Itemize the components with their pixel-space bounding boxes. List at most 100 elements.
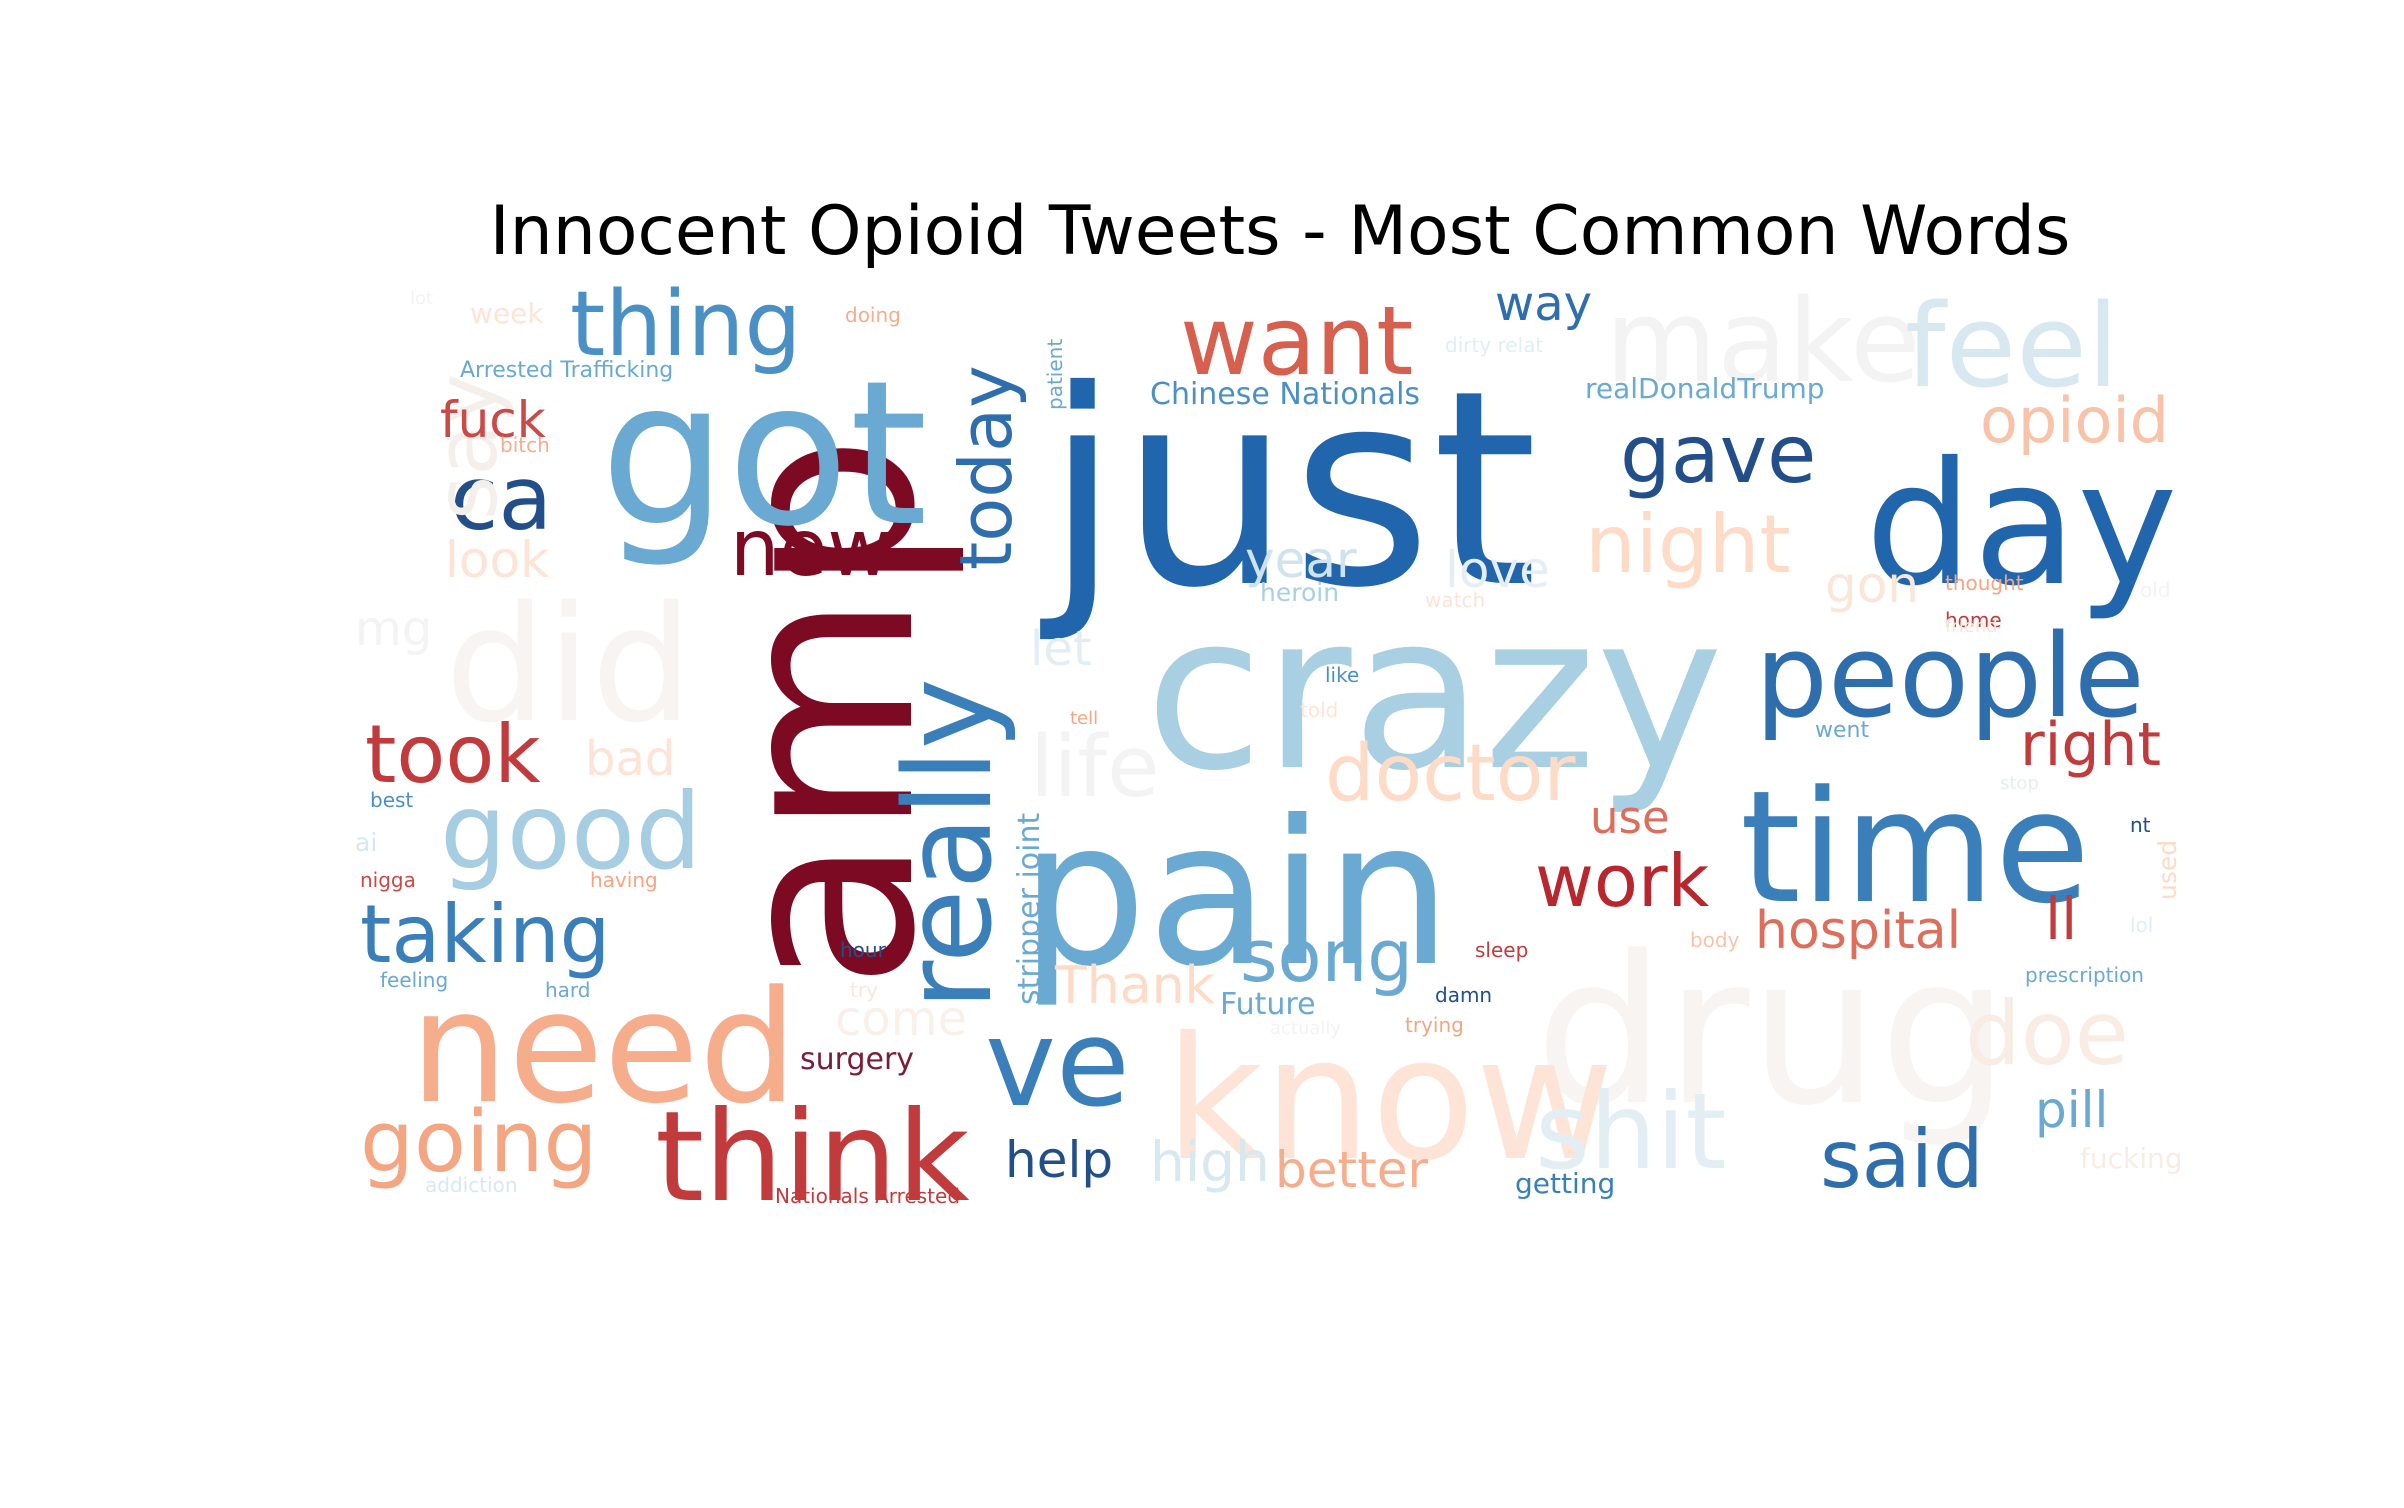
cloud-word: doing: [845, 303, 901, 327]
cloud-word: nt: [2130, 813, 2151, 837]
cloud-word: hard: [545, 978, 591, 1002]
cloud-word: work: [1535, 839, 1710, 923]
cloud-word: opioid: [1980, 384, 2170, 457]
cloud-word: surgery: [800, 1042, 915, 1077]
cloud-word: taking: [360, 888, 611, 981]
cloud-word: come: [835, 991, 968, 1047]
cloud-word: dirty relat: [1445, 333, 1544, 357]
cloud-word: tell: [1070, 708, 1099, 729]
cloud-word: like: [1325, 663, 1360, 687]
cloud-word: said: [1820, 1113, 1984, 1206]
cloud-word: watch: [1425, 588, 1486, 612]
cloud-word: actually: [1270, 1018, 1342, 1039]
cloud-word: stripper joint: [1012, 812, 1047, 1005]
cloud-word: having: [590, 868, 658, 892]
cloud-word: pain: [1020, 778, 1452, 1011]
cloud-word: patient: [1043, 338, 1067, 410]
cloud-word: doe: [1965, 982, 2129, 1085]
cloud-word: day: [1865, 426, 2178, 624]
cloud-word: really: [880, 678, 1019, 1010]
cloud-word: need: [410, 957, 798, 1138]
cloud-word: realDonaldTrump: [1585, 372, 1825, 405]
cloud-word: right: [2020, 710, 2161, 780]
cloud-word: high: [1150, 1130, 1270, 1194]
cloud-word: new: [730, 504, 892, 594]
cloud-word: bitch: [500, 433, 550, 457]
cloud-word: help: [1005, 1131, 1114, 1189]
cloud-word: Chinese Nationals: [1150, 377, 1421, 412]
cloud-word: thought: [1945, 571, 2024, 595]
cloud-word: today: [944, 365, 1028, 570]
cloud-word: sleep: [1475, 938, 1529, 962]
cloud-word: home: [1945, 608, 2002, 632]
cloud-word: good: [440, 771, 702, 893]
cloud-word: people: [1755, 610, 2145, 744]
cloud-word: going: [360, 1093, 598, 1192]
cloud-word: addiction: [425, 1173, 518, 1197]
cloud-word: stop: [2000, 773, 2039, 794]
cloud-word: want: [1180, 287, 1414, 397]
cloud-word: told: [1300, 698, 1339, 722]
cloud-word: trying: [1405, 1013, 1464, 1037]
cloud-word: Thank: [1055, 956, 1215, 1016]
cloud-word: just: [1045, 332, 1538, 647]
cloud-word: night: [1585, 498, 1791, 591]
cloud-word: look: [445, 531, 550, 589]
cloud-word: prescription: [2025, 963, 2144, 987]
cloud-word: feeling: [380, 968, 449, 992]
cloud-word: way: [1495, 276, 1593, 332]
cloud-word: drug: [1535, 913, 2010, 1151]
cloud-word: think: [655, 1085, 970, 1230]
cloud-word: love: [1445, 541, 1550, 599]
cloud-word: fucking: [2080, 1142, 2183, 1175]
cloud-word: life: [1030, 718, 1160, 817]
cloud-word: shit: [1535, 1071, 1727, 1193]
cloud-word: took: [365, 708, 541, 801]
cloud-word: fuck: [440, 391, 546, 449]
cloud-word: went: [1815, 718, 1870, 743]
cloud-word: gave: [1620, 408, 1817, 501]
cloud-word: time: [1740, 757, 2091, 938]
cloud-word: let: [1030, 621, 1092, 677]
cloud-word: got: [600, 338, 928, 571]
cloud-word: ve: [985, 995, 1130, 1134]
cloud-word: damn: [1435, 983, 1493, 1007]
cloud-word: did: [445, 571, 693, 758]
cloud-word: year: [1245, 531, 1357, 589]
cloud-word: pill: [2035, 1081, 2109, 1139]
cloud-word: use: [1590, 791, 1670, 844]
cloud-word: make: [1605, 275, 1921, 409]
cloud-word: lot: [410, 288, 434, 309]
cloud-word: hour: [840, 938, 886, 962]
cloud-word: body: [1690, 928, 1740, 952]
cloud-word: doctor: [1325, 729, 1576, 819]
cloud-word: friend: [1945, 616, 1998, 637]
cloud-word: getting: [1515, 1167, 1616, 1200]
cloud-word: heroin: [1260, 578, 1340, 607]
cloud-word: bad: [585, 731, 676, 787]
cloud-word: best: [370, 788, 414, 812]
cloud-word: Future: [1220, 987, 1316, 1022]
cloud-word: thing: [570, 272, 802, 377]
cloud-word: know: [1165, 1001, 1615, 1199]
cloud-word: try: [850, 978, 878, 1002]
cloud-word: mg: [355, 601, 433, 657]
cloud-word: crazy: [1145, 567, 1724, 818]
cloud-word: Arrested Trafficking: [460, 358, 674, 383]
cloud-word: song: [1240, 914, 1413, 998]
chart-title: Innocent Opioid Tweets - Most Common Wor…: [489, 192, 2071, 271]
cloud-word: Nationals Arrested: [775, 1184, 961, 1208]
cloud-word: ca: [450, 447, 553, 550]
cloud-word: nigga: [360, 868, 416, 892]
cloud-word: week: [470, 297, 544, 330]
cloud-word: ll: [2045, 885, 2078, 953]
cloud-word: better: [1275, 1141, 1429, 1199]
cloud-word: used: [2153, 839, 2182, 900]
cloud-word: hospital: [1755, 901, 1962, 961]
cloud-word: feel: [1905, 280, 2119, 414]
cloud-word: lol: [2130, 913, 2154, 937]
cloud-word: gon: [1825, 556, 1920, 614]
cloud-word: ai: [355, 828, 378, 857]
cloud-word: old: [2140, 578, 2171, 602]
